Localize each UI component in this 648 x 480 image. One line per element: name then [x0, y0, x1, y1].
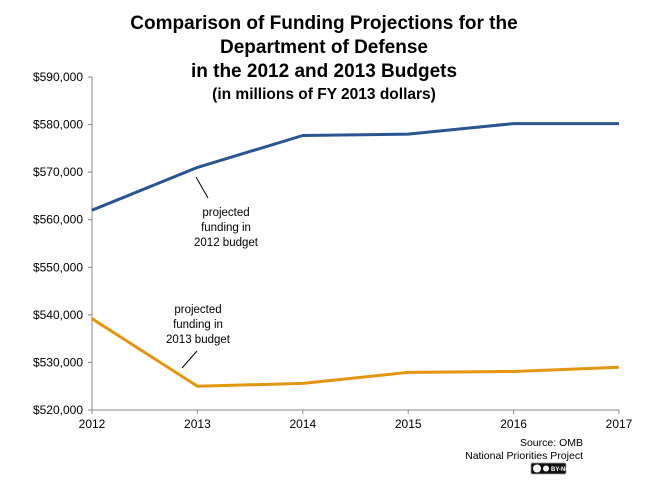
annotation-2013-line-2: funding in	[173, 319, 223, 331]
annotation-2012-line-1: projected	[202, 207, 249, 219]
annotation-2013-line-3: 2013 budget	[166, 334, 231, 346]
cc-icon	[533, 464, 541, 473]
source-line-2: National Priorities Project	[465, 450, 583, 462]
y-tick-label: $580,000	[33, 118, 83, 132]
annotation-2012-line-2: funding in	[201, 222, 251, 234]
x-tick-label: 2014	[289, 417, 316, 431]
source-line-1: Source: OMB	[520, 437, 583, 449]
x-tick-label: 2015	[395, 417, 422, 431]
y-tick-label: $530,000	[33, 355, 83, 369]
title-line-3: in the 2012 and 2013 Budgets	[191, 61, 457, 82]
annotation-2012-budget: projected funding in 2012 budget	[194, 176, 259, 249]
series-line-s2012	[91, 122, 619, 212]
annotation-2012-line-3: 2012 budget	[194, 237, 259, 249]
annotation-2013-budget: projected funding in 2013 budget	[166, 304, 231, 369]
y-axis-ticks: $520,000 $530,000 $540,000 $550,000 $560,000…	[33, 70, 92, 417]
license-badge: BY-NC	[530, 462, 570, 475]
series-line-s2013	[91, 317, 620, 388]
y-tick-label: $520,000	[33, 403, 83, 417]
source-note: Source: OMB National Priorities Project	[465, 437, 583, 462]
x-tick-label: 2016	[500, 417, 527, 431]
x-tick-label: 2013	[184, 417, 211, 431]
annotation-2013-line-1: projected	[174, 304, 221, 316]
x-tick-label: 2017	[606, 417, 633, 431]
person-icon	[543, 465, 549, 472]
title-line-1: Comparison of Funding Projections for th…	[130, 13, 517, 34]
x-tick-label: 2012	[79, 417, 106, 431]
series-lines	[91, 122, 620, 388]
x-axis-ticks: 2012 2013 2014 2015 2016 2017	[79, 410, 633, 431]
chart-title: Comparison of Funding Projections for th…	[130, 13, 517, 103]
y-tick-label: $570,000	[33, 165, 83, 179]
license-badge-text: BY-NC	[551, 467, 570, 473]
title-line-4: (in millions of FY 2013 dollars)	[212, 86, 436, 103]
y-tick-label: $560,000	[33, 213, 83, 227]
y-tick-label: $550,000	[33, 260, 83, 274]
annotation-2012-leader	[195, 176, 209, 199]
annotation-2013-leader	[181, 350, 198, 369]
y-tick-label: $590,000	[33, 70, 83, 84]
title-line-2: Department of Defense	[220, 37, 428, 58]
y-tick-label: $540,000	[33, 308, 83, 322]
